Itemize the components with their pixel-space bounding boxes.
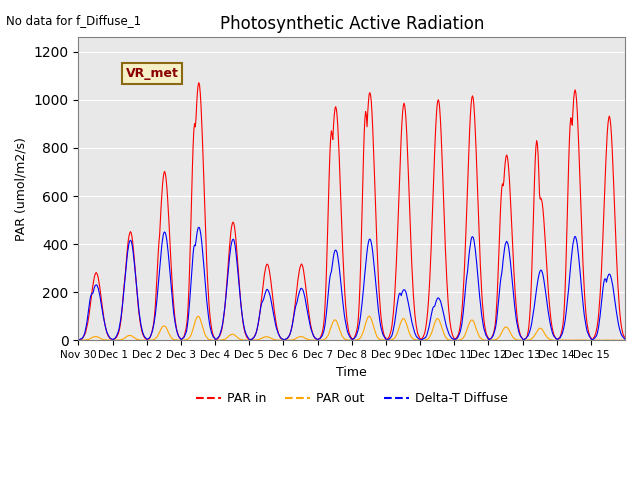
PAR out (287, 337, 294, 343)
PAR in (139, 331, 147, 336)
PAR out (584, 337, 592, 343)
PAR out (75, 337, 83, 343)
PAR in (621, 335, 629, 341)
PAR out (266, 335, 274, 340)
PAR in (280, 337, 287, 343)
PAR out (440, 329, 447, 335)
Delta-T Diffuse (267, 296, 275, 302)
PAR out (139, 337, 147, 343)
PAR in (440, 208, 448, 214)
PAR in (267, 277, 275, 283)
PAR out (365, 313, 373, 319)
Y-axis label: PAR (umol/m2/s): PAR (umol/m2/s) (15, 137, 28, 241)
PAR out (239, 337, 247, 343)
Line: PAR out: PAR out (79, 316, 625, 340)
Text: VR_met: VR_met (125, 67, 179, 80)
Line: Delta-T Diffuse: Delta-T Diffuse (79, 228, 625, 340)
PAR out (621, 337, 629, 343)
PAR in (75, 337, 83, 343)
Delta-T Diffuse (440, 313, 448, 319)
X-axis label: Time: Time (337, 366, 367, 379)
Delta-T Diffuse (195, 225, 203, 230)
PAR out (409, 336, 417, 341)
PAR in (289, 323, 296, 328)
PAR in (195, 80, 203, 85)
Delta-T Diffuse (75, 337, 83, 343)
Title: Photosynthetic Active Radiation: Photosynthetic Active Radiation (220, 15, 484, 33)
Delta-T Diffuse (410, 325, 417, 331)
Text: No data for f_Diffuse_1: No data for f_Diffuse_1 (6, 14, 141, 27)
Legend: PAR in, PAR out, Delta-T Diffuse: PAR in, PAR out, Delta-T Diffuse (191, 387, 513, 410)
Delta-T Diffuse (383, 337, 391, 343)
PAR in (410, 291, 417, 297)
Delta-T Diffuse (287, 326, 295, 332)
PAR in (240, 324, 248, 330)
Delta-T Diffuse (139, 329, 147, 335)
Line: PAR in: PAR in (79, 83, 625, 340)
Delta-T Diffuse (240, 323, 248, 328)
Delta-T Diffuse (621, 336, 629, 342)
